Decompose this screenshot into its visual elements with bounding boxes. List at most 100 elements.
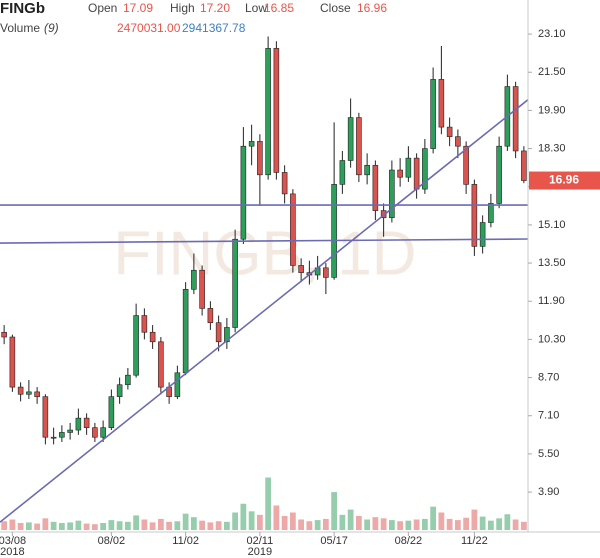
volume-bar	[487, 520, 494, 530]
candle-body	[199, 269, 205, 309]
volume-bar	[306, 521, 313, 530]
volume-bar	[199, 520, 206, 530]
candle-body	[413, 157, 420, 190]
candle-body	[125, 374, 131, 386]
volume-bar	[182, 513, 189, 530]
y-tick-label: 11.90	[538, 295, 565, 307]
last-price-tag	[529, 171, 600, 190]
candle-body	[232, 238, 238, 328]
trendline	[0, 238, 528, 244]
volume-bar	[58, 523, 65, 530]
candle-body	[240, 145, 247, 240]
candle-body	[92, 427, 98, 438]
volume-bar	[42, 518, 49, 530]
candle-body	[116, 384, 123, 397]
volume-param: (9)	[44, 21, 59, 35]
candle-body	[26, 391, 32, 395]
candle-body	[521, 150, 527, 181]
y-tick-label: 15.10	[538, 219, 566, 231]
candle-body	[496, 145, 502, 204]
candle-body	[323, 267, 329, 278]
candle-body	[463, 145, 469, 185]
candle-body	[405, 157, 412, 178]
x-tick-label: 03/08	[0, 535, 26, 547]
volume-bar	[322, 518, 329, 530]
candle-body	[257, 141, 263, 176]
candle-body	[339, 160, 346, 185]
volume-bar	[405, 520, 412, 530]
candle-body	[158, 341, 164, 388]
volume-bar	[355, 516, 362, 530]
candle-body	[471, 184, 478, 247]
volume-bar	[438, 512, 445, 530]
volume-bar	[273, 505, 280, 530]
y-tick-label: 21.50	[538, 66, 566, 78]
ohlc-value: 16.96	[357, 1, 387, 15]
volume-bar	[421, 518, 428, 530]
volume-bar	[232, 512, 239, 530]
candle-body	[9, 336, 16, 388]
volume-bar	[504, 514, 511, 530]
candle-body	[488, 203, 494, 223]
volume-bar	[207, 522, 214, 530]
volume-bar	[166, 521, 173, 530]
volume-bar	[256, 514, 263, 530]
candle-body	[281, 172, 288, 195]
x-tick-label: 11/02	[172, 535, 199, 547]
candle-body	[224, 327, 230, 343]
candle-body	[397, 169, 403, 178]
y-tick-label: 13.50	[538, 257, 566, 269]
volume-bar	[223, 521, 230, 530]
volume-bar	[240, 503, 247, 530]
candle-body	[265, 48, 271, 176]
ohlc-value: 16.85	[264, 1, 294, 15]
candle-body	[446, 126, 453, 137]
volume-bar	[446, 518, 453, 530]
x-tick-label: 08/22	[395, 535, 423, 547]
volume-bar	[512, 519, 519, 530]
volume-bar	[174, 521, 181, 530]
volume-bar	[116, 521, 123, 530]
volume-bar	[372, 517, 379, 530]
volume-bar	[17, 523, 24, 530]
candle-body	[83, 417, 90, 428]
volume-bar	[248, 511, 255, 530]
volume-bar	[25, 522, 32, 530]
volume-bar	[471, 509, 478, 530]
x-tick-label: 11/22	[461, 535, 488, 547]
candle-body	[108, 396, 115, 428]
candle-body	[356, 117, 362, 176]
candle-body	[455, 136, 461, 147]
candle-body	[479, 222, 486, 247]
candle-body	[422, 148, 428, 190]
volume-bar	[124, 521, 131, 530]
ohlc-label: High	[170, 1, 195, 15]
volume-bar	[430, 506, 437, 530]
candle-body	[75, 417, 82, 431]
candle-body	[182, 289, 189, 374]
volume-bar	[314, 520, 321, 530]
ohlc-value: 17.09	[123, 1, 153, 15]
volume-bar	[1, 521, 8, 530]
volume-value: 2470031.00	[117, 21, 181, 35]
ohlc-label: Low	[245, 1, 267, 15]
volume-bar	[133, 515, 140, 530]
candle-body	[207, 308, 214, 324]
candle-body	[191, 269, 197, 290]
candle-body	[512, 86, 519, 152]
ohlc-label: Close	[320, 1, 351, 15]
ohlc-value: 17.20	[200, 1, 230, 15]
candle-body	[17, 386, 24, 395]
volume-bar	[190, 517, 197, 530]
watermark: FINGB, 1D	[113, 219, 416, 288]
volume-bar	[75, 520, 82, 530]
volume-bar	[100, 523, 107, 530]
candle-body	[430, 79, 436, 149]
candle-body	[100, 427, 106, 438]
candle-body	[174, 372, 181, 397]
candle-body	[34, 391, 40, 397]
volume-bar	[496, 518, 503, 530]
candle-body	[149, 331, 156, 343]
candle-body	[1, 331, 7, 338]
